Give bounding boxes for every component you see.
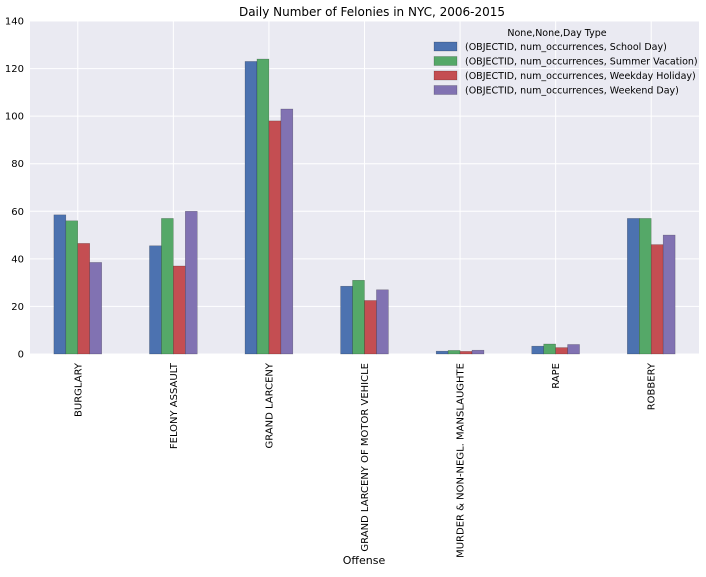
bar — [555, 347, 568, 355]
bar — [639, 218, 652, 355]
x-tick-label: MURDER & NON-NEGL. MANSLAUGHTE — [456, 363, 467, 558]
bar — [531, 345, 544, 355]
bar — [364, 300, 377, 355]
bar — [173, 265, 186, 355]
legend-label: (OBJECTID, num_occurrences, Weekend Day) — [465, 86, 679, 97]
bar — [471, 349, 485, 355]
bar — [244, 61, 258, 355]
y-tick-label: 60 — [11, 207, 24, 218]
y-tick-label: 40 — [11, 254, 24, 265]
legend-swatch — [433, 70, 458, 81]
x-tick-label: ROBBERY — [647, 362, 658, 410]
bar — [543, 343, 556, 355]
bar — [268, 120, 282, 355]
bar — [256, 58, 270, 355]
legend-swatch — [433, 56, 458, 66]
legend-label: (OBJECTID, num_occurrences, Summer Vacat… — [465, 57, 698, 68]
bar — [567, 344, 580, 355]
bar — [280, 108, 294, 355]
bar — [65, 220, 79, 355]
bar — [435, 350, 449, 355]
bar — [53, 214, 67, 355]
x-tick-label: RAPE — [551, 363, 562, 389]
bar — [627, 218, 640, 355]
bar — [185, 211, 198, 355]
bar — [447, 350, 461, 355]
x-axis-ticks: BURGLARY FELONY ASSAULT GRAND LARCENY GRAND… — [73, 362, 657, 558]
y-tick-label: 20 — [11, 302, 24, 313]
x-tick-label: GRAND LARCENY — [264, 362, 275, 448]
legend: None,None,Day Type (OBJECTID, num_occurr… — [433, 28, 698, 97]
y-tick-label: 120 — [5, 64, 24, 75]
y-tick-label: 0 — [18, 350, 24, 361]
x-tick-label: BURGLARY — [73, 362, 84, 417]
legend-title: None,None,Day Type — [507, 28, 606, 39]
legend-label: (OBJECTID, num_occurrences, School Day) — [465, 42, 667, 53]
bar — [89, 262, 102, 355]
bar — [662, 234, 676, 355]
bar — [77, 243, 90, 355]
bar — [161, 218, 174, 355]
legend-swatch — [433, 85, 458, 95]
y-tick-label: 80 — [11, 159, 24, 170]
bar — [376, 289, 389, 355]
y-tick-label: 100 — [5, 112, 24, 123]
y-axis-ticks: 0 20 40 60 80 100 120 140 — [5, 17, 24, 361]
chart-title: Daily Number of Felonies in NYC, 2006-20… — [239, 5, 505, 19]
bars — [53, 58, 676, 355]
legend-label: (OBJECTID, num_occurrences, Weekday Holi… — [465, 71, 696, 82]
bar — [650, 244, 664, 355]
x-axis-title: Offense — [343, 554, 386, 567]
legend-swatch — [433, 41, 458, 52]
x-tick-label: FELONY ASSAULT — [169, 362, 180, 449]
bar — [149, 245, 162, 355]
x-tick-label: GRAND LARCENY OF MOTOR VEHICLE — [360, 363, 371, 552]
bar — [459, 351, 473, 355]
bar — [340, 285, 353, 355]
bar — [352, 280, 365, 355]
y-tick-label: 140 — [5, 17, 24, 28]
